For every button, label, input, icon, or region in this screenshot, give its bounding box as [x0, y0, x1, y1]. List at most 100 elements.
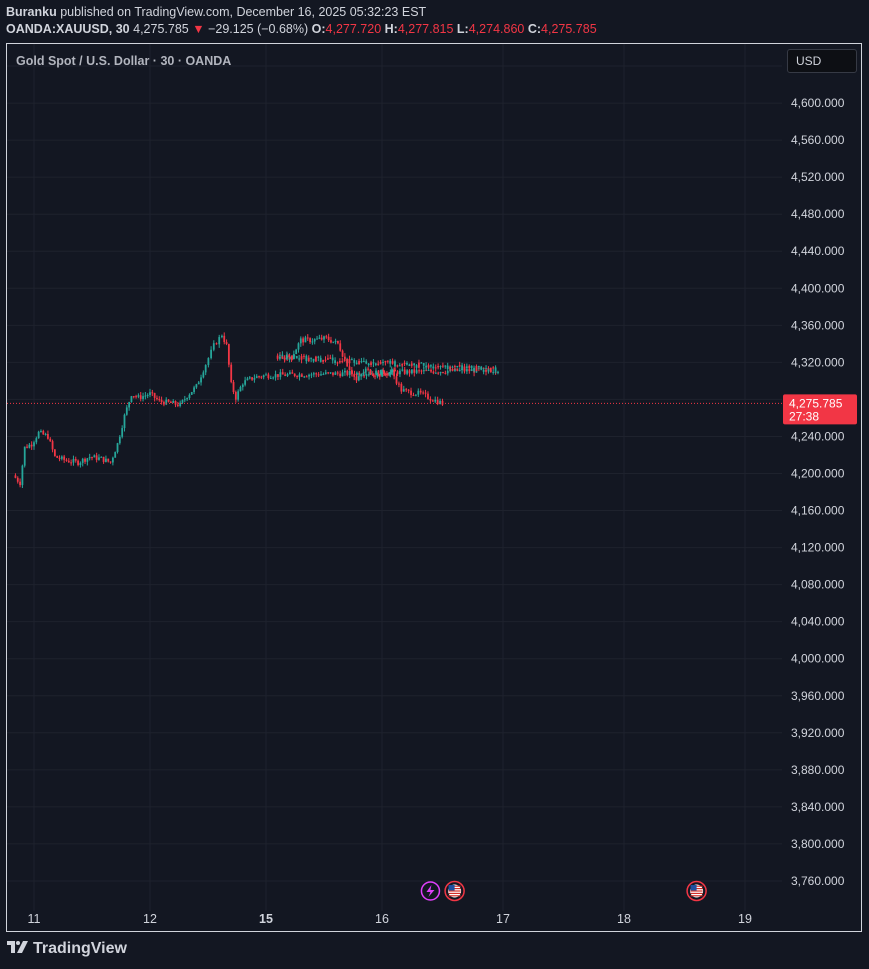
candle-body [51, 441, 54, 450]
candle-body [374, 375, 376, 377]
x-axis-tick-label: 16 [375, 912, 389, 926]
candle-body [116, 443, 119, 453]
candle-body [437, 366, 440, 368]
candle-body [100, 456, 103, 458]
candle-body [391, 369, 394, 373]
candle-body [337, 340, 339, 344]
candle-body [56, 455, 59, 458]
candle-body [431, 400, 434, 402]
candle-body [387, 374, 389, 376]
candle-body [367, 368, 369, 370]
candle-body [458, 365, 461, 367]
candle-body [398, 383, 400, 385]
candle-body [190, 392, 193, 395]
candle-body [42, 430, 45, 435]
price-tag-countdown: 27:38 [789, 409, 819, 423]
candle-body [181, 400, 184, 403]
candle-body [430, 369, 432, 372]
candle-body [389, 360, 392, 364]
author-name[interactable]: Buranku [6, 5, 57, 19]
candle-body [470, 369, 473, 372]
candle-body [367, 363, 370, 366]
candle-body [446, 365, 449, 369]
candle-body [463, 366, 466, 371]
candle-body [207, 358, 210, 366]
candle-body [179, 402, 182, 406]
candle-body [427, 369, 430, 371]
candle-body [156, 397, 158, 400]
candle-body [396, 371, 399, 375]
y-axis-tick-label: 3,760.000 [791, 874, 845, 888]
candle-body [276, 355, 279, 359]
candle-body [58, 457, 61, 459]
candle-body [30, 444, 33, 447]
candle-body [318, 337, 321, 339]
candle-body [132, 396, 135, 398]
candle-body [355, 362, 358, 365]
candle-body [297, 343, 300, 350]
candle-body [102, 456, 105, 462]
candle-body [348, 371, 351, 375]
chart-pane[interactable]: 4,640.0004,600.0004,560.0004,520.0004,48… [6, 43, 862, 932]
candle-body [353, 360, 356, 363]
chart-canvas[interactable]: 4,640.0004,600.0004,560.0004,520.0004,48… [7, 44, 861, 931]
candle-body [355, 376, 358, 381]
y-axis-tick-label: 4,080.000 [791, 578, 845, 592]
candle-body [212, 343, 215, 350]
candle-body [202, 372, 205, 378]
candle-body [456, 368, 459, 371]
candle-body [109, 461, 112, 463]
candle-body [74, 459, 77, 461]
candle-body [434, 399, 437, 402]
open-label: O: [311, 22, 326, 36]
candle-body [227, 344, 230, 365]
candle-body [353, 374, 356, 377]
candle-body [274, 374, 277, 378]
candle-body [309, 338, 311, 343]
x-axis-tick-label: 17 [496, 912, 510, 926]
candle-body [413, 363, 416, 366]
candle-body [400, 383, 403, 392]
candle-body [365, 374, 368, 376]
candle-body [95, 455, 98, 460]
candle-body [53, 449, 56, 456]
candle-body [427, 365, 430, 368]
candle-body [223, 335, 226, 343]
candle-body [172, 401, 175, 403]
candle-body [149, 392, 151, 396]
candle-body [389, 372, 392, 375]
candle-body [407, 389, 410, 391]
candle-body [319, 357, 322, 362]
candle-body [307, 357, 310, 362]
candle-body [14, 475, 17, 478]
candle-body [210, 349, 212, 359]
candle-body [118, 436, 121, 444]
candle-body [369, 369, 372, 375]
candle-body [86, 458, 89, 462]
x-axis-tick-label: 19 [738, 912, 752, 926]
y-axis-tick-label: 4,040.000 [791, 615, 845, 629]
candle-body [293, 373, 296, 377]
candle-body [492, 367, 495, 369]
candle-body [458, 369, 461, 371]
y-axis-tick-label: 4,120.000 [791, 541, 845, 555]
candle-body [221, 335, 223, 338]
candle-body [91, 457, 93, 459]
candle-body [339, 373, 342, 377]
candle-body [350, 359, 353, 361]
currency-button[interactable]: USD [787, 49, 857, 73]
candle-body [195, 384, 198, 388]
y-axis-tick-label: 4,480.000 [791, 207, 845, 221]
candle-body [308, 374, 310, 377]
candle-body [403, 369, 406, 374]
candle-body [331, 357, 334, 361]
y-axis-tick-label: 4,200.000 [791, 467, 845, 481]
candle-body [244, 380, 247, 385]
candle-body [414, 394, 417, 396]
candle-body [277, 374, 279, 377]
candle-body [432, 371, 435, 374]
candle-body [329, 357, 332, 359]
us-flag-icon-canton [448, 885, 455, 891]
candle-body [442, 365, 444, 367]
candle-body [449, 366, 451, 369]
